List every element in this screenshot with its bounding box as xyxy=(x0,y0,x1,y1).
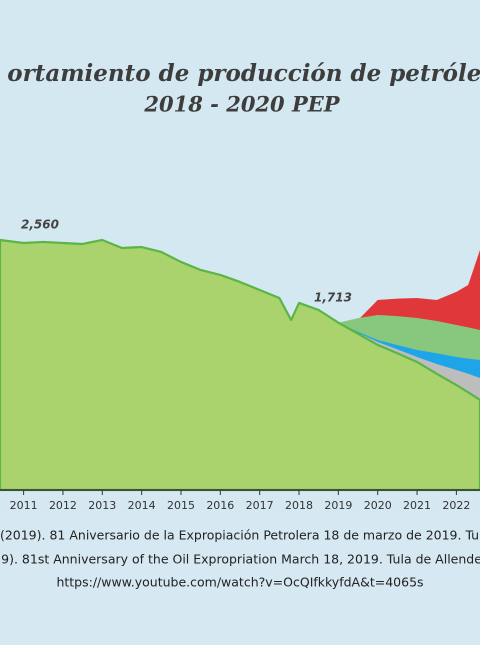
x-tick-label: 2013 xyxy=(88,499,116,512)
x-tick-label: 2022 xyxy=(442,499,470,512)
x-tick-label: 2012 xyxy=(49,499,77,512)
x-tick-label: 2021 xyxy=(403,499,431,512)
area xyxy=(0,238,480,492)
chart-subtitle: 2018 - 2020 PEP xyxy=(143,92,340,117)
x-tick-label: 2016 xyxy=(206,499,234,512)
plot: 2011 2012 2013 2014 2015 2016 2017 2018 2019 2020… xyxy=(0,238,480,512)
x-tick-label: 2011 xyxy=(10,499,38,512)
x-tick-label: 2015 xyxy=(167,499,195,512)
source-line: 2019). 81st Anniversary of the Oil Expro… xyxy=(0,552,480,567)
source-line: https://www.youtube.com/watch?v=OcQIfkky… xyxy=(56,575,423,590)
x-tick-label: 2014 xyxy=(128,499,156,512)
x-tick-label: 2020 xyxy=(364,499,392,512)
annotation: 2,560 xyxy=(21,218,59,232)
chart-title: ortamiento de producción de petróleo xyxy=(7,60,480,87)
x-tick-label: 2017 xyxy=(246,499,274,512)
annotation: 1,713 xyxy=(314,291,352,305)
x-tick-label: 2018 xyxy=(285,499,313,512)
x-tick-label: 2019 xyxy=(324,499,352,512)
source-line: os. (2019). 81 Aniversario de la Expropi… xyxy=(0,528,480,543)
